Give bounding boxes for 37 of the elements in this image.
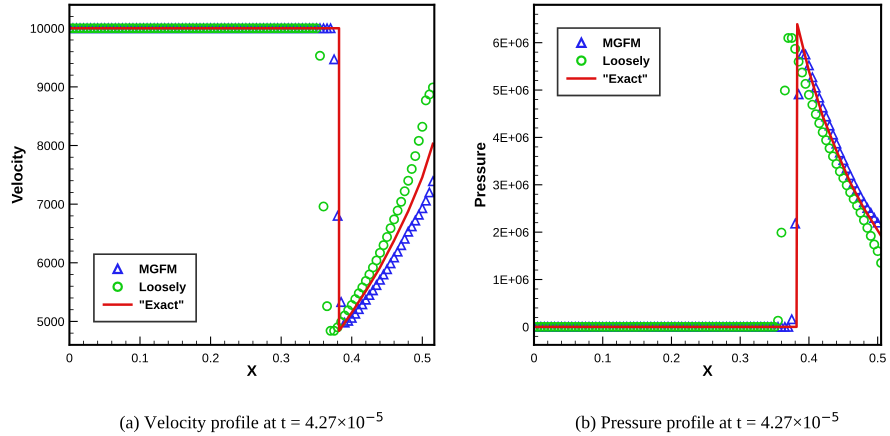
x-axis-title: X (246, 365, 257, 376)
x-tick-label: 0.1 (594, 354, 611, 362)
legend-label: "Exact" (603, 74, 647, 84)
x-tick-label: 0.2 (663, 354, 680, 362)
legend-label: "Exact" (140, 300, 184, 310)
y-tick-label: 9000 (37, 82, 64, 92)
x-tick-label: 0 (531, 354, 537, 362)
x-tick-label: 0 (66, 354, 72, 362)
y-tick-label: 8000 (37, 141, 64, 150)
x-tick-label: 0.4 (800, 354, 818, 362)
x-tick-label: 0.4 (344, 354, 360, 362)
y-tick-label: 0 (522, 322, 529, 332)
y-tick-label: 6E+06 (493, 38, 529, 48)
x-tick-label: 0.3 (272, 354, 290, 362)
legend-label: Loosely (140, 282, 186, 294)
x-tick-label: 0.3 (732, 354, 748, 362)
x-axis-title: X (702, 365, 713, 376)
y-tick-label: 5000 (37, 317, 64, 326)
y-axis-title: Velocity (11, 146, 26, 204)
y-tick-label: 1E+06 (494, 275, 529, 284)
y-axis-title: Pressure (474, 142, 486, 207)
y-tick-label: 2E+06 (493, 228, 529, 237)
x-tick-label: 0.5 (869, 354, 886, 362)
x-tick-label: 0.1 (132, 354, 148, 362)
legend-label: MGFM (603, 38, 640, 48)
legend-label: Loosely (603, 56, 650, 68)
y-tick-label: 3E+06 (493, 180, 529, 190)
x-tick-label: 0.2 (202, 354, 219, 362)
text: (b) Pressure profile at t = 4.27×10$^{−5}$ (576, 412, 838, 432)
y-tick-label: 5E+06 (493, 86, 529, 95)
y-tick-label: 10000 (30, 24, 64, 33)
y-tick-label: 7000 (37, 200, 64, 209)
y-tick-label: 4E+06 (492, 133, 529, 142)
text: (a) Velocity profile at t = 4.27×10$^{−5}$ (120, 412, 383, 432)
y-tick-label: 6000 (37, 258, 64, 268)
x-tick-label: 0.5 (414, 354, 430, 362)
legend-label: MGFM (140, 264, 176, 274)
